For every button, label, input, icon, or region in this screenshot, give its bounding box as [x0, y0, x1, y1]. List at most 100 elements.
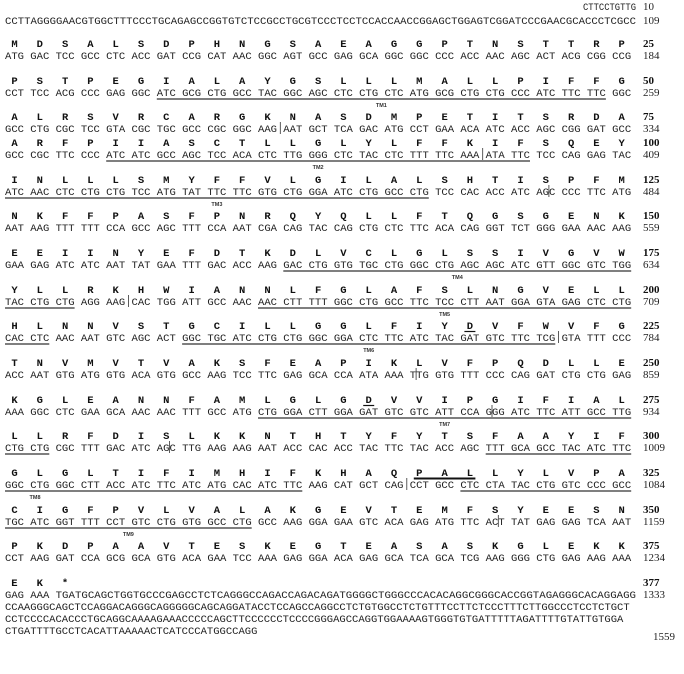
- amino-acid: N: [163, 395, 169, 407]
- amino-acid: L: [366, 76, 372, 88]
- amino-acid: D: [214, 248, 220, 260]
- codon: CTG: [81, 187, 100, 199]
- amino-acid: E: [568, 285, 574, 297]
- amino-acid: Y: [517, 505, 524, 517]
- amino-acid: S: [543, 138, 549, 150]
- amino-acid: L: [239, 505, 245, 517]
- amino-acid: L: [366, 285, 372, 297]
- amino-acid: H: [315, 431, 321, 443]
- codon: CCC: [511, 88, 530, 100]
- amino-acid: L: [543, 541, 549, 553]
- codon: CTG: [587, 370, 606, 382]
- codon: CGC: [207, 124, 226, 136]
- amino-acid: L: [467, 76, 473, 88]
- amino-acid: L: [315, 248, 321, 260]
- codon: AAG: [30, 553, 49, 565]
- amino-acid: V: [138, 505, 145, 517]
- codon: CCA: [334, 370, 354, 382]
- nucleotide-number: 1084: [643, 479, 666, 491]
- codon: TAC: [5, 297, 24, 309]
- amino-acid: K: [113, 285, 120, 297]
- nucleotide-number: 1159: [643, 516, 665, 528]
- codon: TTT: [81, 223, 100, 235]
- amino-acid: T: [467, 39, 473, 51]
- codon: GAG: [536, 517, 555, 529]
- codon: TTT: [182, 407, 201, 419]
- amino-acid: G: [290, 76, 296, 88]
- codon: ACA: [132, 370, 152, 382]
- amino-acid: T: [517, 112, 523, 124]
- amino-acid: P: [492, 358, 498, 370]
- amino-acid: D: [290, 248, 296, 260]
- amino-acid: L: [366, 321, 372, 333]
- amino-acid: N: [264, 431, 270, 443]
- amino-acid: S: [543, 112, 549, 124]
- amino-acid: T: [239, 138, 245, 150]
- amino-acid: I: [239, 321, 245, 333]
- amino-acid: C: [11, 505, 18, 517]
- codon: CTG: [359, 88, 378, 100]
- amino-acid: N: [87, 321, 93, 333]
- amino-acid: S: [593, 505, 599, 517]
- utr3-sequence: CTGATTTTGCCTCACATTAAAAACTCATCCCATGGCCAGG: [5, 626, 257, 638]
- codon: CTG: [562, 370, 581, 382]
- codon: TCC: [56, 51, 75, 63]
- codon: CTT: [283, 297, 302, 309]
- codon: GGA: [334, 407, 354, 419]
- codon: CTC: [385, 223, 404, 235]
- amino-acid-number: 150: [643, 210, 660, 222]
- amino-acid: G: [315, 138, 321, 150]
- amino-acid: L: [87, 175, 93, 187]
- codon: GCC: [233, 88, 252, 100]
- codon: ATG: [435, 517, 454, 529]
- amino-acid: N: [239, 211, 245, 223]
- amino-acid: V: [340, 248, 347, 260]
- codon: ACG: [562, 51, 581, 63]
- amino-acid: T: [340, 431, 346, 443]
- amino-acid: Y: [416, 431, 423, 443]
- codon: ATC: [30, 517, 49, 529]
- codon: TGC: [157, 124, 176, 136]
- amino-acid: I: [37, 505, 43, 517]
- amino-acid: T: [568, 39, 574, 51]
- utr5-sequence: CCTTAGGGGAACGTGGCTTTCCCTGCAGAGCCGGTGTCTC…: [5, 16, 636, 28]
- amino-acid-number: 200: [643, 284, 660, 296]
- codon: CAC: [233, 480, 252, 492]
- codon: GCA: [359, 51, 379, 63]
- codon: TCA: [334, 124, 354, 136]
- codon: GAT: [460, 333, 479, 345]
- codon: ATC: [486, 124, 505, 136]
- amino-acid: K: [214, 358, 221, 370]
- codon: ATG: [5, 51, 24, 63]
- amino-acid: L: [290, 321, 296, 333]
- codon: TCG: [460, 553, 479, 565]
- codon: GTG: [182, 517, 201, 529]
- amino-acid: S: [138, 39, 144, 51]
- codon: GTG: [334, 260, 353, 272]
- amino-acid: M: [416, 76, 422, 88]
- codon: CTC: [258, 150, 277, 162]
- amino-acid: E: [11, 248, 17, 260]
- codon: GGG: [536, 223, 555, 235]
- amino-acid: V: [366, 505, 373, 517]
- amino-acid: P: [113, 505, 119, 517]
- amino-acid-number: 75: [643, 111, 655, 123]
- amino-acid: K: [239, 431, 246, 443]
- amino-acid: P: [214, 211, 220, 223]
- codon: ATC: [132, 480, 151, 492]
- codon: TGC: [5, 517, 24, 529]
- codon: ATT: [562, 407, 581, 419]
- amino-acid: A: [188, 112, 195, 124]
- amino-acid: L: [391, 211, 397, 223]
- codon: CCT: [410, 480, 429, 492]
- codon: CTC: [334, 88, 353, 100]
- codon: TTT: [81, 517, 100, 529]
- codon: ATC: [410, 333, 429, 345]
- amino-acid: G: [188, 321, 194, 333]
- codon: AAG: [486, 553, 505, 565]
- amino-acid: L: [416, 175, 422, 187]
- codon: ATC: [587, 443, 606, 455]
- codon: CTA: [486, 480, 506, 492]
- codon: GAT: [587, 124, 606, 136]
- amino-acid: A: [138, 211, 145, 223]
